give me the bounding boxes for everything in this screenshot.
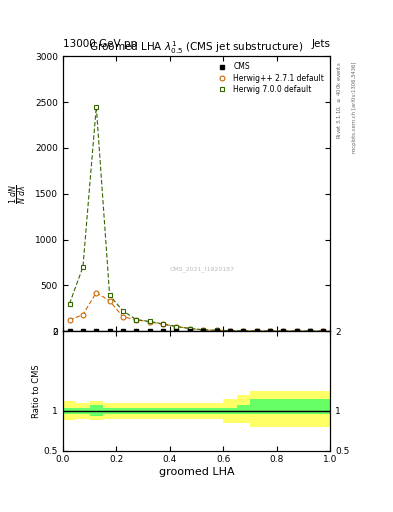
Title: Groomed LHA $\lambda^{1}_{0.5}$ (CMS jet substructure): Groomed LHA $\lambda^{1}_{0.5}$ (CMS jet… bbox=[89, 39, 304, 56]
Herwig++ 2.7.1 default bbox=[201, 327, 206, 333]
CMS bbox=[294, 328, 299, 334]
Herwig 7.0.0 default bbox=[214, 327, 219, 333]
CMS bbox=[94, 328, 99, 334]
Herwig++ 2.7.1 default bbox=[268, 328, 272, 334]
Text: Rivet 3.1.10, $\geq$ 400k events: Rivet 3.1.10, $\geq$ 400k events bbox=[336, 61, 343, 139]
CMS bbox=[121, 328, 125, 334]
Herwig++ 2.7.1 default bbox=[81, 311, 85, 317]
Herwig 7.0.0 default bbox=[268, 328, 272, 334]
CMS bbox=[308, 328, 312, 334]
Herwig 7.0.0 default bbox=[121, 308, 125, 314]
Herwig 7.0.0 default bbox=[281, 328, 286, 334]
CMS bbox=[107, 328, 112, 334]
Herwig++ 2.7.1 default bbox=[308, 328, 312, 334]
Herwig++ 2.7.1 default bbox=[321, 328, 326, 334]
Legend: CMS, Herwig++ 2.7.1 default, Herwig 7.0.0 default: CMS, Herwig++ 2.7.1 default, Herwig 7.0.… bbox=[211, 60, 326, 96]
Text: 13000 GeV pp: 13000 GeV pp bbox=[63, 38, 137, 49]
CMS bbox=[161, 328, 165, 334]
Y-axis label: Ratio to CMS: Ratio to CMS bbox=[32, 364, 41, 418]
Line: Herwig 7.0.0 default: Herwig 7.0.0 default bbox=[67, 104, 326, 333]
Herwig 7.0.0 default bbox=[228, 328, 232, 334]
CMS bbox=[201, 328, 206, 334]
CMS bbox=[281, 328, 286, 334]
Herwig 7.0.0 default bbox=[187, 326, 192, 332]
CMS bbox=[174, 328, 179, 334]
Line: Herwig++ 2.7.1 default: Herwig++ 2.7.1 default bbox=[67, 290, 326, 333]
Herwig++ 2.7.1 default bbox=[228, 328, 232, 334]
CMS bbox=[228, 328, 232, 334]
CMS bbox=[81, 328, 85, 334]
CMS bbox=[147, 328, 152, 334]
Text: Jets: Jets bbox=[311, 38, 330, 49]
Herwig 7.0.0 default bbox=[134, 316, 139, 323]
Herwig 7.0.0 default bbox=[321, 328, 326, 334]
Herwig++ 2.7.1 default bbox=[67, 317, 72, 323]
Herwig++ 2.7.1 default bbox=[174, 324, 179, 330]
Herwig 7.0.0 default bbox=[67, 301, 72, 307]
Line: CMS: CMS bbox=[68, 329, 325, 333]
CMS bbox=[134, 328, 139, 334]
Herwig 7.0.0 default bbox=[241, 328, 246, 334]
Text: mcplots.cern.ch [arXiv:1306.3436]: mcplots.cern.ch [arXiv:1306.3436] bbox=[352, 61, 357, 153]
Herwig++ 2.7.1 default bbox=[134, 316, 139, 323]
Herwig 7.0.0 default bbox=[254, 328, 259, 334]
CMS bbox=[254, 328, 259, 334]
CMS bbox=[67, 328, 72, 334]
Herwig++ 2.7.1 default bbox=[241, 328, 246, 334]
Herwig 7.0.0 default bbox=[147, 318, 152, 325]
CMS bbox=[187, 328, 192, 334]
Herwig 7.0.0 default bbox=[308, 328, 312, 334]
Herwig++ 2.7.1 default bbox=[214, 327, 219, 333]
Herwig 7.0.0 default bbox=[107, 292, 112, 298]
Herwig 7.0.0 default bbox=[81, 264, 85, 270]
CMS bbox=[321, 328, 326, 334]
X-axis label: groomed LHA: groomed LHA bbox=[159, 467, 234, 477]
Herwig++ 2.7.1 default bbox=[294, 328, 299, 334]
CMS bbox=[241, 328, 246, 334]
Herwig++ 2.7.1 default bbox=[281, 328, 286, 334]
Herwig++ 2.7.1 default bbox=[107, 298, 112, 304]
Herwig++ 2.7.1 default bbox=[161, 321, 165, 327]
Herwig 7.0.0 default bbox=[161, 321, 165, 327]
Herwig++ 2.7.1 default bbox=[121, 314, 125, 320]
Herwig++ 2.7.1 default bbox=[147, 319, 152, 325]
Herwig++ 2.7.1 default bbox=[94, 290, 99, 296]
Herwig 7.0.0 default bbox=[174, 324, 179, 330]
Herwig++ 2.7.1 default bbox=[254, 328, 259, 334]
Y-axis label: $\frac{1}{N}\frac{dN}{d\lambda}$: $\frac{1}{N}\frac{dN}{d\lambda}$ bbox=[8, 184, 29, 204]
Text: CMS_2021_I1920187: CMS_2021_I1920187 bbox=[170, 267, 235, 272]
CMS bbox=[268, 328, 272, 334]
CMS bbox=[214, 328, 219, 334]
Herwig 7.0.0 default bbox=[294, 328, 299, 334]
Herwig 7.0.0 default bbox=[94, 103, 99, 110]
Herwig 7.0.0 default bbox=[201, 327, 206, 333]
Herwig++ 2.7.1 default bbox=[187, 326, 192, 332]
